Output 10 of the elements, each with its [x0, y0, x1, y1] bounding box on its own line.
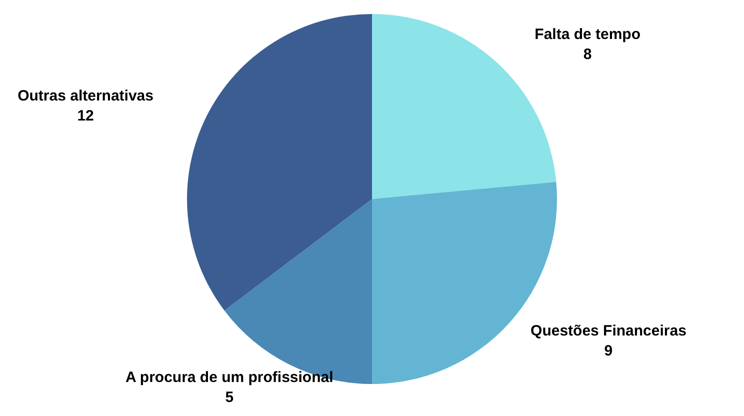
slice-label: Outras alternativas	[18, 87, 154, 104]
data-label: 5	[225, 388, 234, 406]
data-label: 8	[583, 46, 592, 63]
pie-slice	[187, 14, 372, 310]
pie-slice	[224, 199, 372, 384]
slice-label: Questões Financeiras	[530, 322, 686, 340]
slice-label: Falta de tempo	[534, 26, 641, 43]
slice-label: A procura de um profissional	[125, 368, 334, 386]
data-label: 9	[604, 342, 613, 360]
data-label: 12	[77, 107, 94, 124]
